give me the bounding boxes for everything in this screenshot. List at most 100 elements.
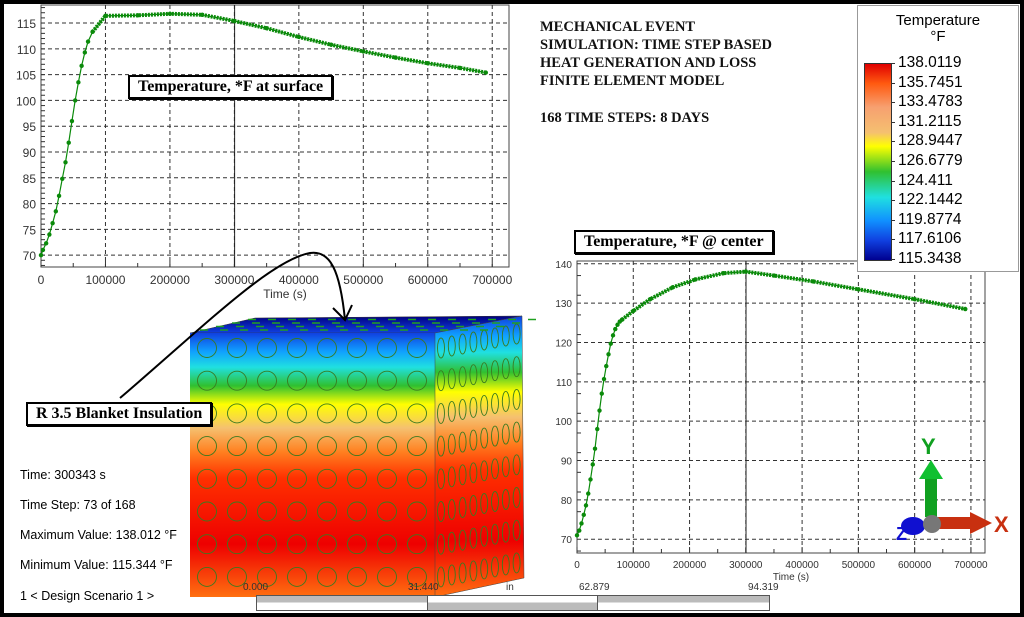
circle-pattern: [512, 454, 521, 476]
circle-pattern: [512, 421, 521, 443]
axis-triad[interactable]: Y X Z: [896, 434, 1009, 544]
y-tick-label: 130: [555, 299, 572, 310]
data-point: [50, 220, 55, 226]
y-tick-label: 80: [23, 198, 37, 212]
circle-pattern: [227, 468, 247, 489]
circle-pattern: [257, 468, 277, 489]
x-tick-label: 100000: [85, 273, 125, 287]
data-point: [40, 247, 46, 253]
circle-pattern: [491, 523, 499, 545]
circle-pattern: [317, 501, 337, 522]
circle-pattern: [501, 390, 510, 412]
circle-pattern: [347, 468, 367, 489]
circle-pattern: [512, 552, 521, 574]
x-tick-label: 700000: [954, 560, 988, 571]
data-point: [574, 533, 580, 538]
y-tick-label: 140: [555, 260, 572, 271]
circle-pattern: [227, 436, 247, 457]
series-line: [576, 271, 966, 536]
circle-pattern: [227, 370, 247, 391]
legend-tick: [891, 259, 895, 260]
surface-chart-title: Temperature, *F at surface: [128, 75, 334, 99]
title-line: FINITE ELEMENT MODEL: [540, 73, 725, 89]
circle-pattern: [469, 560, 478, 582]
legend-tick: [891, 219, 895, 221]
design-scenario-selector[interactable]: 1 < Design Scenario 1 >: [20, 589, 155, 603]
legend-tick: [891, 200, 895, 202]
data-point: [577, 528, 582, 533]
x-tick-label: 600000: [898, 560, 932, 571]
legend-unit: °F: [930, 28, 946, 45]
circle-pattern: [512, 356, 521, 378]
data-point: [601, 376, 607, 382]
circle-pattern: [437, 501, 445, 522]
data-point: [66, 140, 71, 145]
block-side-face: [434, 315, 525, 598]
circle-pattern: [287, 403, 307, 424]
circle-pattern: [480, 427, 489, 449]
data-point: [85, 39, 91, 44]
data-point: [586, 491, 591, 496]
data-point: [56, 193, 62, 199]
circle-pattern: [437, 468, 445, 490]
circle-pattern: [287, 370, 307, 391]
y-tick-label: 85: [23, 172, 37, 186]
circle-pattern: [437, 533, 445, 555]
circle-pattern: [469, 527, 478, 549]
z-axis-label: Z: [896, 524, 907, 544]
circle-pattern: [227, 403, 247, 424]
circle-pattern: [317, 534, 337, 555]
data-point: [60, 176, 65, 182]
data-point: [76, 80, 81, 85]
legend-tick: [891, 82, 895, 84]
y-tick-label: 100: [16, 94, 36, 108]
circle-pattern: [469, 364, 478, 386]
triad-origin: [923, 515, 941, 533]
circle-pattern: [377, 338, 397, 358]
circle-pattern: [317, 403, 337, 424]
circle-pattern: [491, 458, 499, 480]
circle-pattern: [257, 338, 277, 358]
circle-pattern: [347, 534, 367, 555]
circle-pattern: [437, 370, 445, 392]
circle-pattern: [447, 564, 456, 586]
circle-pattern: [501, 325, 510, 347]
legend-value: 131.2115: [898, 112, 962, 130]
circle-pattern: [447, 499, 456, 520]
circle-pattern: [437, 337, 445, 359]
title-line: HEAT GENERATION AND LOSS: [540, 55, 757, 71]
legend-value: 117.6106: [898, 230, 962, 248]
circle-pattern: [197, 534, 217, 555]
circle-pattern: [469, 495, 478, 516]
scale-unit: in: [506, 582, 514, 593]
insulated-block-model[interactable]: [189, 315, 536, 598]
circle-pattern: [287, 338, 307, 358]
circle-pattern: [407, 534, 427, 555]
y-tick-label: 115: [17, 17, 36, 31]
y-tick-label: 90: [23, 146, 37, 160]
y-tick-label: 70: [23, 249, 37, 263]
circle-pattern: [491, 392, 499, 414]
x-axis-arrow: [936, 517, 971, 529]
legend-value: 115.3438: [898, 250, 962, 267]
legend-value: 128.9447: [898, 132, 963, 150]
circle-pattern: [197, 370, 217, 391]
y-axis-arrow: [925, 477, 937, 517]
circle-pattern: [491, 556, 499, 578]
data-point: [38, 252, 44, 258]
circle-pattern: [458, 366, 467, 388]
circle-pattern: [407, 501, 427, 522]
series-marker-band: [620, 269, 966, 322]
circle-pattern: [501, 358, 510, 380]
circle-pattern: [287, 436, 307, 457]
min-value-readout: Minimum Value: 115.344 °F: [20, 558, 173, 572]
legend-value: 124.411: [898, 171, 953, 189]
circle-pattern: [197, 338, 217, 358]
circle-pattern: [491, 327, 499, 349]
circle-pattern: [317, 338, 337, 358]
y-tick-label: 75: [23, 223, 37, 237]
circle-pattern: [458, 398, 467, 420]
surface-temperature-chart: 0 100000 200000 300000 400000 500000 600000 700…: [16, 4, 513, 301]
x-tick-label: 0: [574, 560, 580, 571]
circle-pattern: [197, 436, 217, 457]
